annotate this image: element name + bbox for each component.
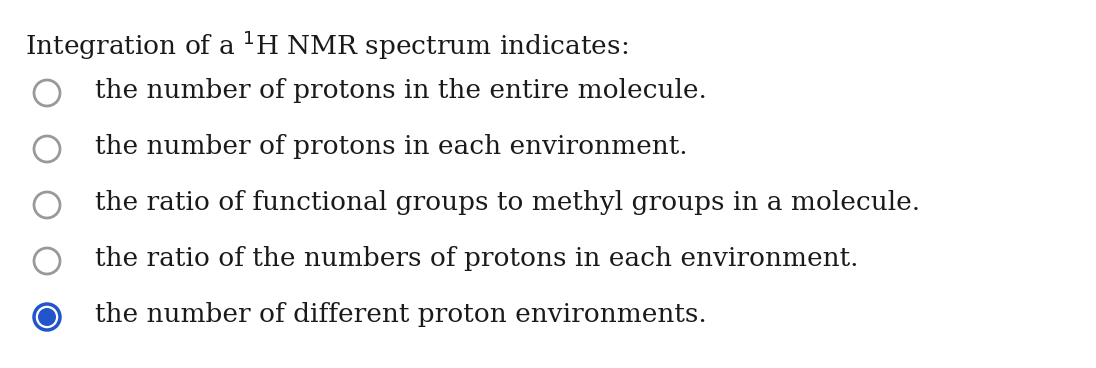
Circle shape <box>34 80 60 106</box>
Circle shape <box>34 192 60 218</box>
Text: the number of protons in each environment.: the number of protons in each environmen… <box>95 134 687 159</box>
Circle shape <box>38 308 56 326</box>
Text: the ratio of the numbers of protons in each environment.: the ratio of the numbers of protons in e… <box>95 246 858 271</box>
Text: the number of different proton environments.: the number of different proton environme… <box>95 302 707 327</box>
Circle shape <box>34 248 60 274</box>
Text: the ratio of functional groups to methyl groups in a molecule.: the ratio of functional groups to methyl… <box>95 190 921 215</box>
Text: the number of protons in the entire molecule.: the number of protons in the entire mole… <box>95 78 707 103</box>
Text: Integration of a $^1$H NMR spectrum indicates:: Integration of a $^1$H NMR spectrum indi… <box>25 28 628 61</box>
Circle shape <box>34 136 60 162</box>
